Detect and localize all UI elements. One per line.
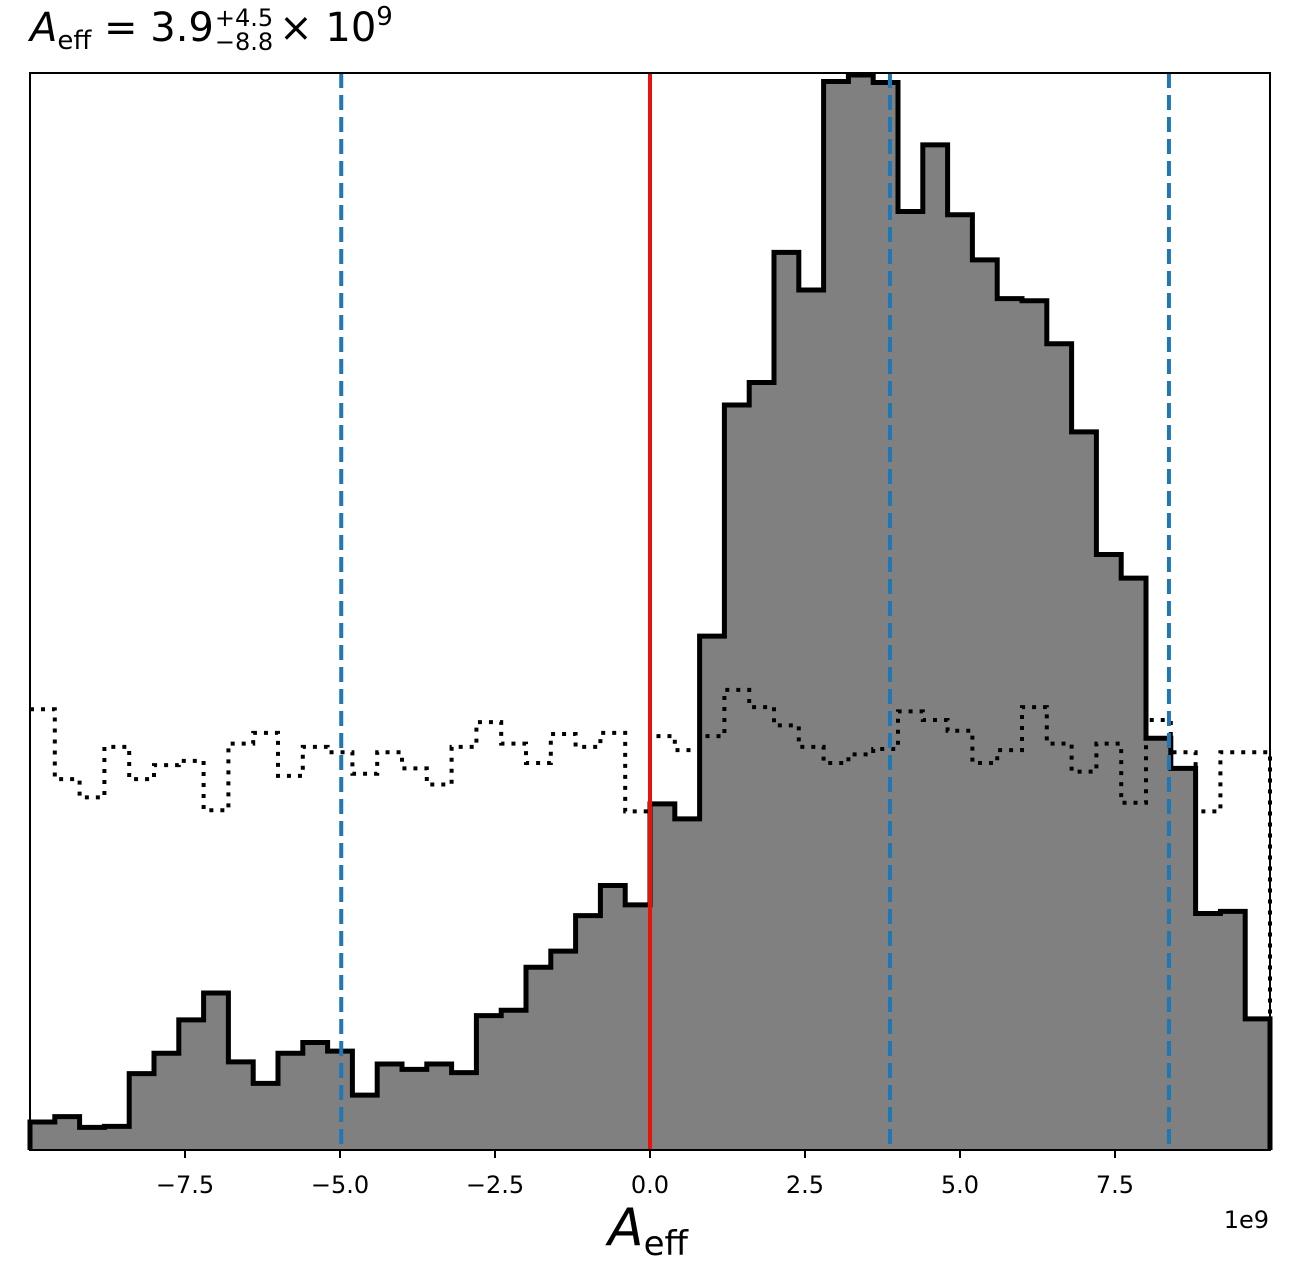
histogram-bar xyxy=(104,1126,130,1150)
histogram-bar xyxy=(30,1122,56,1150)
histogram-bar xyxy=(898,211,924,1150)
histogram-bar xyxy=(997,298,1023,1151)
histogram-bar xyxy=(154,1053,180,1150)
histogram-bar xyxy=(253,1083,279,1150)
x-tick-label: −7.5 xyxy=(156,1171,214,1199)
histogram-bar xyxy=(352,1095,378,1150)
plot-frame xyxy=(29,72,1271,1151)
title-plus-error: +4.5 xyxy=(214,4,274,32)
histogram-bar xyxy=(203,993,229,1150)
histogram-bar xyxy=(501,1010,527,1150)
histogram-bar xyxy=(1170,768,1197,1150)
histogram-bar xyxy=(972,259,998,1150)
x-tick-label: 2.5 xyxy=(786,1171,824,1199)
x-axis-symbol: A xyxy=(608,1198,644,1258)
histogram-bar xyxy=(1195,913,1221,1150)
title-exponent: 9 xyxy=(376,2,393,32)
histogram-bar xyxy=(1096,554,1122,1150)
histogram-bar xyxy=(476,1015,502,1150)
histogram-bar xyxy=(402,1069,428,1150)
chart-title: Aeff = 3.9 +4.5 −8.8 × 109 xyxy=(30,4,393,56)
histogram-bar xyxy=(228,1061,254,1150)
x-tick-label: 7.5 xyxy=(1096,1171,1134,1199)
histogram-bar xyxy=(749,382,775,1150)
histogram-bar xyxy=(79,1127,105,1150)
histogram-bar xyxy=(1220,911,1246,1150)
title-median: 3.9 xyxy=(150,5,214,51)
histogram-bar xyxy=(922,144,949,1150)
histogram-bar xyxy=(1121,578,1147,1150)
histogram-bar xyxy=(798,290,825,1150)
histogram-bar xyxy=(1245,1018,1271,1150)
x-axis-offset-label: 1e9 xyxy=(1223,1206,1269,1234)
histogram-bar xyxy=(377,1064,403,1150)
histogram-bar xyxy=(823,81,849,1151)
histogram-bar xyxy=(1046,343,1073,1150)
x-tick-label: 0.0 xyxy=(631,1171,669,1199)
histogram-bar xyxy=(129,1073,155,1150)
x-tick-label: −5.0 xyxy=(311,1171,369,1199)
histogram-bar xyxy=(724,405,750,1150)
histogram-bar xyxy=(625,904,651,1150)
title-symbol: A xyxy=(30,5,58,51)
x-tick-label: 5.0 xyxy=(941,1171,979,1199)
title-base: 10 xyxy=(325,5,377,51)
histogram-bar xyxy=(54,1116,81,1150)
histogram-bar xyxy=(774,252,800,1150)
histogram-bar xyxy=(650,803,676,1150)
title-equals: = xyxy=(104,5,138,51)
histogram-bar xyxy=(451,1072,477,1150)
histogram-bar xyxy=(848,75,874,1150)
title-subscript: eff xyxy=(57,26,92,56)
histogram-bar xyxy=(178,1019,205,1150)
histogram-bar xyxy=(550,951,577,1150)
histogram-bar xyxy=(575,915,601,1150)
title-times: × xyxy=(279,5,313,51)
histogram-bar xyxy=(873,82,899,1150)
histogram-bar xyxy=(426,1064,453,1150)
histogram-bar xyxy=(674,818,701,1150)
histogram-bar xyxy=(302,1042,329,1150)
histogram-bar xyxy=(1022,300,1048,1150)
histogram-bar xyxy=(600,885,626,1150)
histogram-bar xyxy=(526,967,552,1150)
title-minus-error: −8.8 xyxy=(214,28,274,56)
title-uncertainty: +4.5 −8.8 xyxy=(215,6,273,54)
histogram-bar xyxy=(947,214,973,1150)
histogram-bar xyxy=(278,1053,304,1150)
histogram-bar xyxy=(699,636,725,1150)
histogram-bar xyxy=(1071,431,1097,1150)
x-tick-label: −2.5 xyxy=(466,1171,524,1199)
x-axis-subscript: eff xyxy=(643,1224,688,1264)
x-axis-label: Aeff xyxy=(608,1198,688,1264)
